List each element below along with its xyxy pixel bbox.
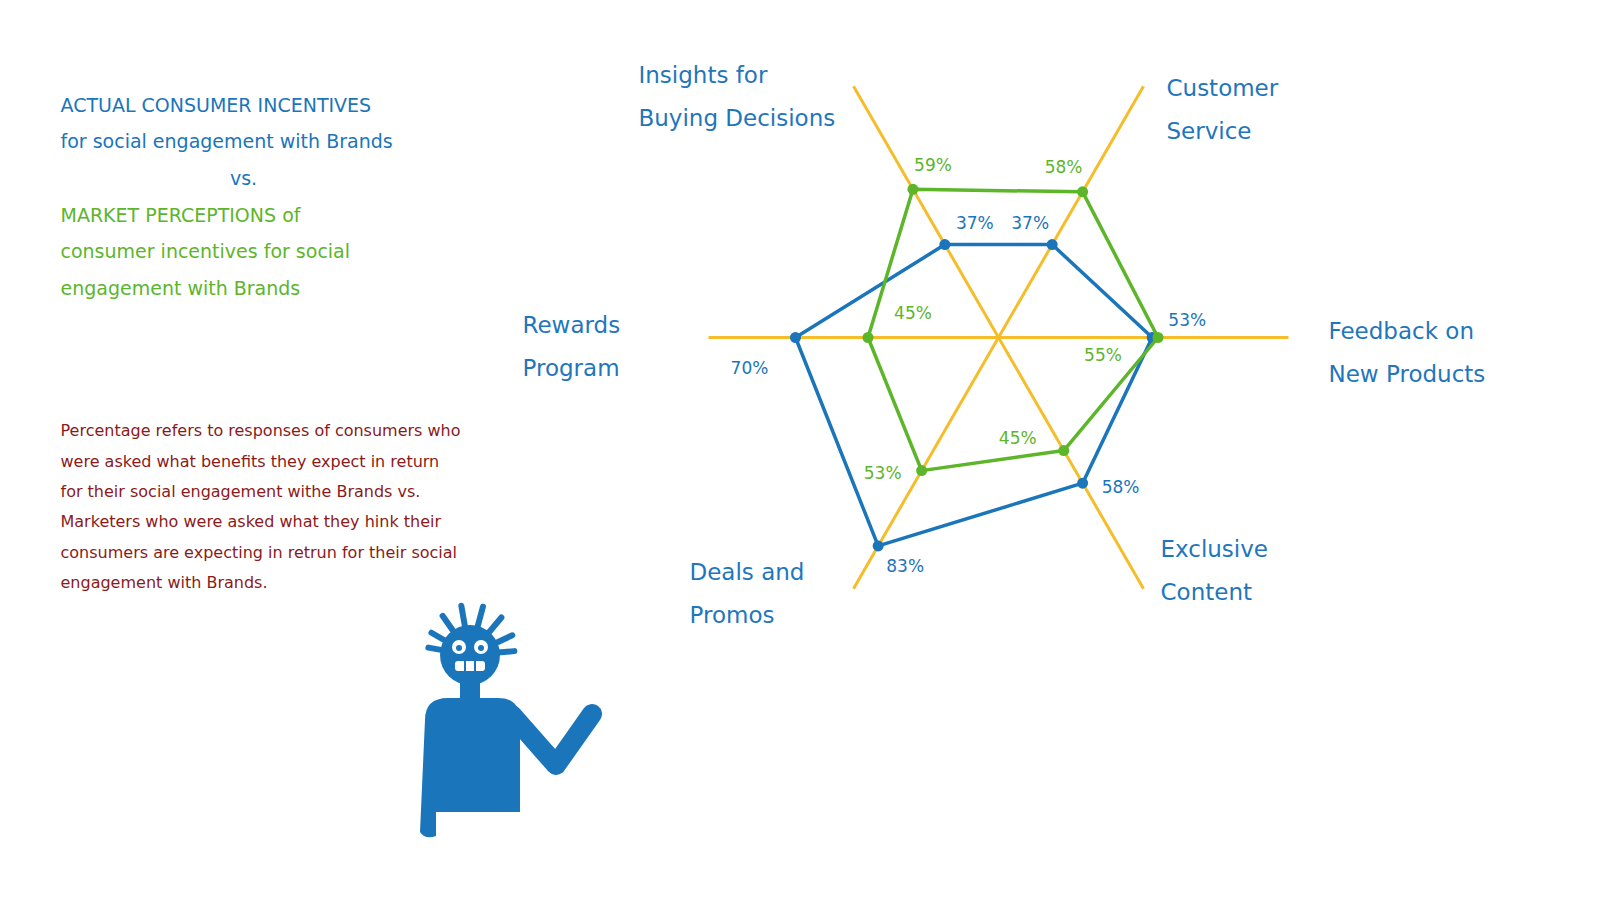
svg-text:58%: 58% bbox=[1045, 157, 1083, 177]
svg-text:Feedback onNew Products: Feedback onNew Products bbox=[1329, 318, 1486, 388]
svg-text:37%: 37% bbox=[1011, 213, 1049, 233]
svg-text:RewardsProgram: RewardsProgram bbox=[523, 312, 621, 382]
svg-text:58%: 58% bbox=[1102, 477, 1140, 497]
svg-text:45%: 45% bbox=[894, 303, 932, 323]
svg-text:CustomerService: CustomerService bbox=[1167, 75, 1279, 145]
svg-text:70%: 70% bbox=[731, 358, 769, 378]
svg-text:vs.: vs. bbox=[230, 167, 257, 189]
svg-text:Percentage refers to responses: Percentage refers to responses of consum… bbox=[61, 421, 461, 592]
svg-text:83%: 83% bbox=[886, 556, 924, 576]
svg-text:53%: 53% bbox=[1168, 310, 1206, 330]
svg-text:Deals andPromos: Deals andPromos bbox=[690, 559, 805, 629]
svg-text:55%: 55% bbox=[1084, 345, 1122, 365]
svg-text:ExclusiveContent: ExclusiveContent bbox=[1161, 536, 1269, 606]
svg-text:37%: 37% bbox=[956, 213, 994, 233]
svg-text:ACTUAL CONSUMER INCENTIVESfor: ACTUAL CONSUMER INCENTIVESfor social eng… bbox=[61, 94, 393, 152]
svg-text:59%: 59% bbox=[914, 155, 952, 175]
svg-text:Insights forBuying Decisions: Insights forBuying Decisions bbox=[639, 62, 836, 132]
svg-text:45%: 45% bbox=[999, 428, 1037, 448]
svg-text:53%: 53% bbox=[864, 463, 902, 483]
svg-text:MARKET PERCEPTIONS ofconsumer: MARKET PERCEPTIONS ofconsumer incentives… bbox=[61, 204, 351, 299]
